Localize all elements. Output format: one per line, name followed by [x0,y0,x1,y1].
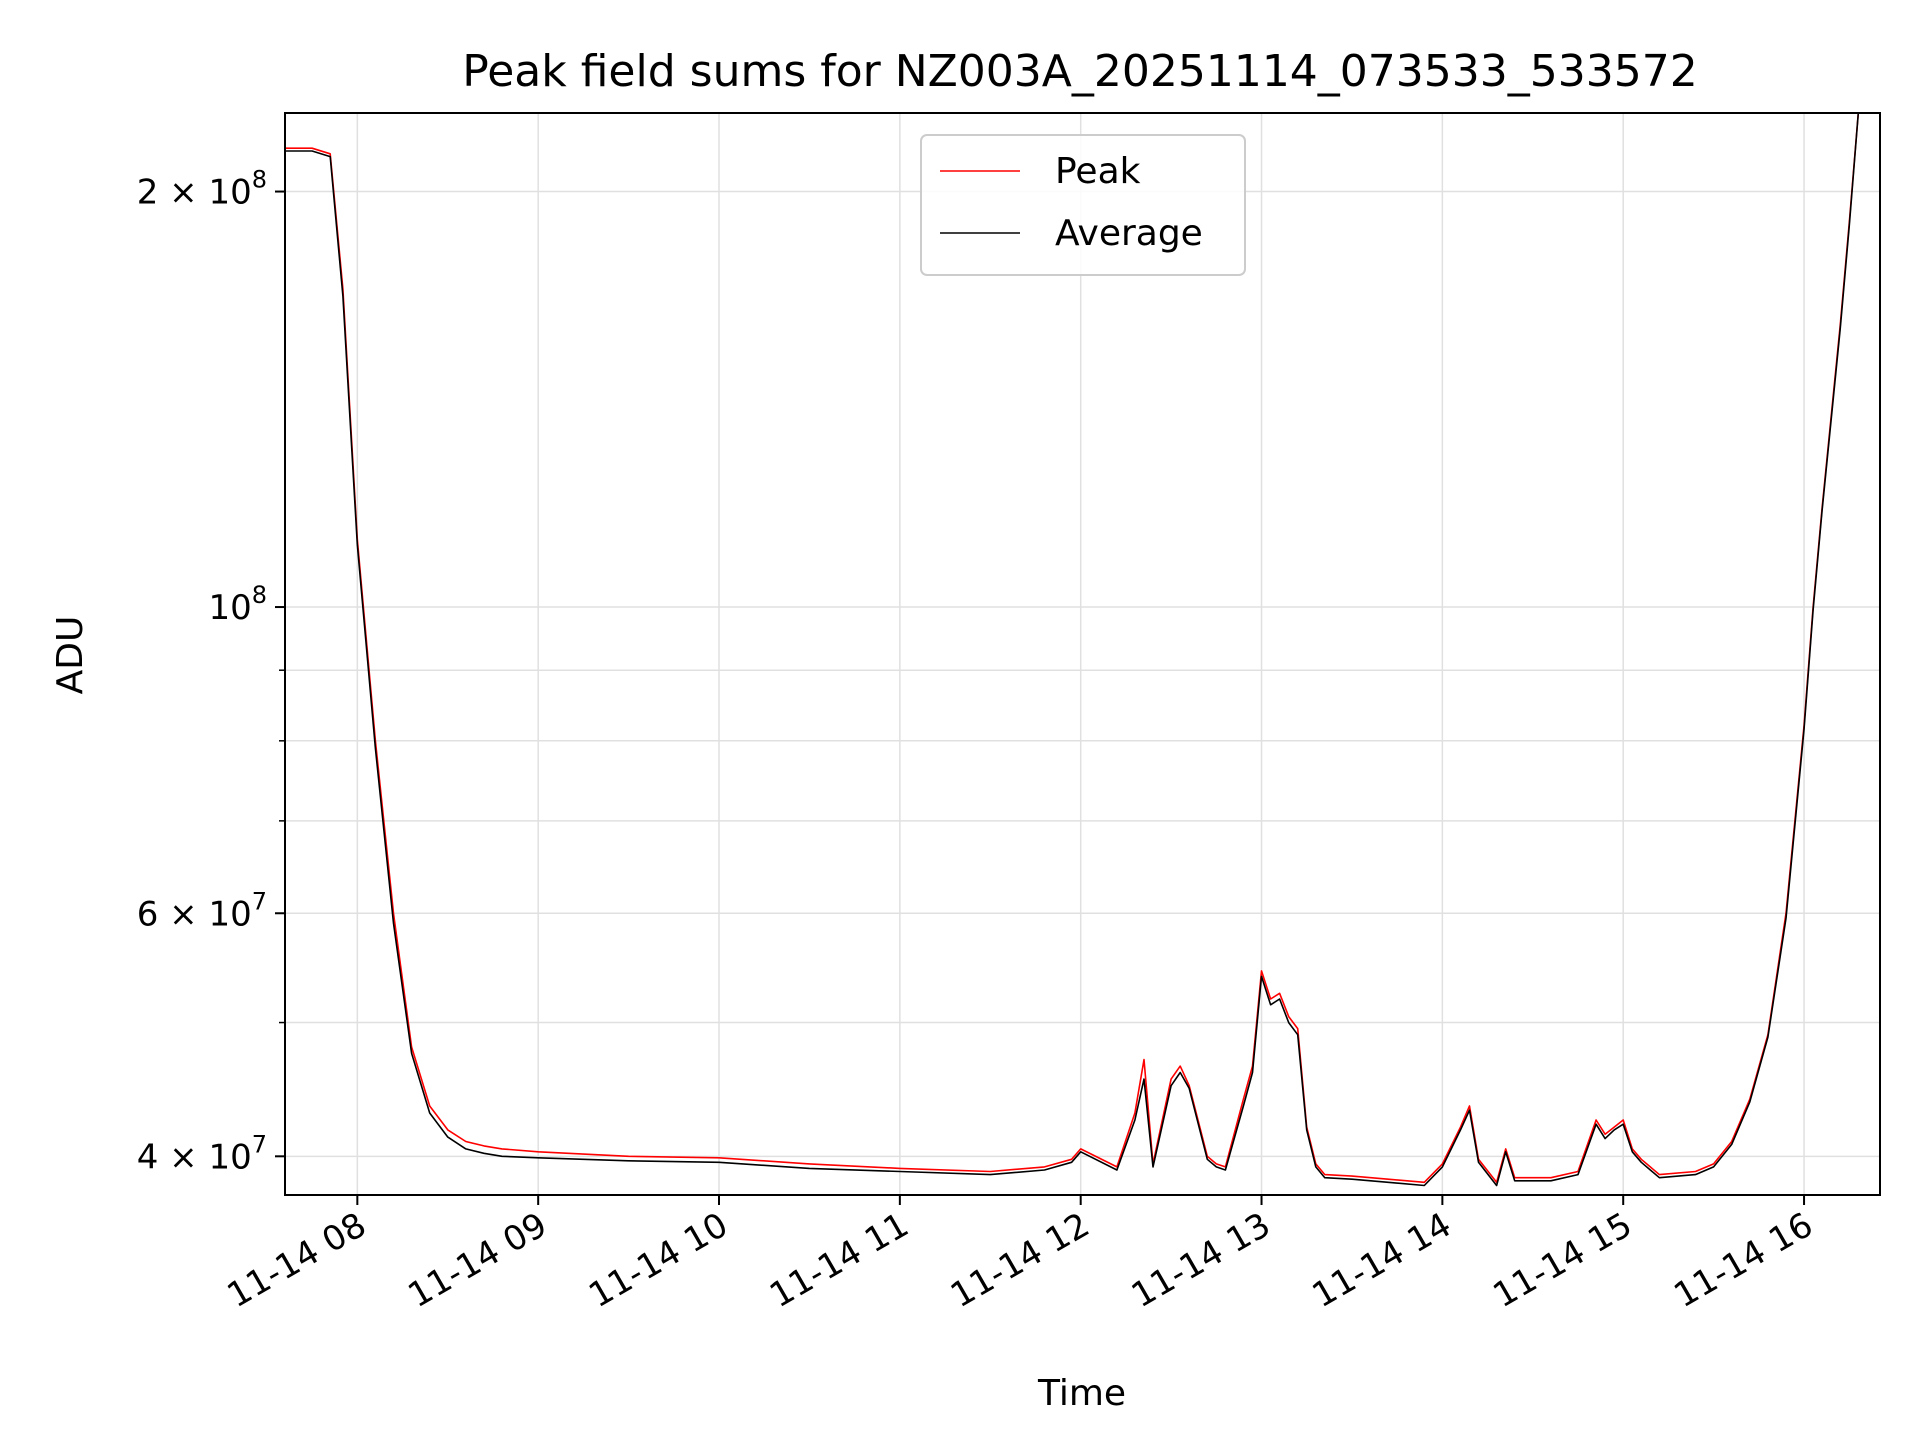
y-axis-label: ADU [50,616,91,695]
plot-background [285,113,1880,1195]
grid-lines [285,113,1880,1195]
y-tick-label: 108 [208,581,267,628]
x-axis-label: Time [1037,1373,1126,1414]
y-tick-label-exponent: 8 [252,581,267,609]
y-tick-label: 4 × 107 [137,1130,267,1177]
y-tick-label-base: 6 × 10 [137,894,252,934]
legend-label-average: Average [1055,213,1203,254]
y-tick-label: 2 × 108 [137,166,267,213]
series-line-average [285,113,1860,1187]
y-tick-label-exponent: 8 [252,166,267,194]
legend-label-peak: Peak [1055,151,1141,192]
y-tick-label-base: 2 × 10 [137,173,252,213]
y-tick-label-base: 10 [208,588,251,628]
series-line-peak [285,113,1860,1184]
legend: Peak Average [920,134,1246,276]
series-layer [285,113,1860,1187]
chart-title: Peak field sums for NZ003A_20251114_0735… [462,46,1697,97]
plot-frame [284,112,1881,1196]
legend-box [920,134,1246,276]
y-tick-label-exponent: 7 [252,1130,267,1158]
y-tick-label-exponent: 7 [252,887,267,915]
y-tick-label: 6 × 107 [137,887,267,934]
y-tick-label-base: 4 × 10 [137,1137,252,1177]
